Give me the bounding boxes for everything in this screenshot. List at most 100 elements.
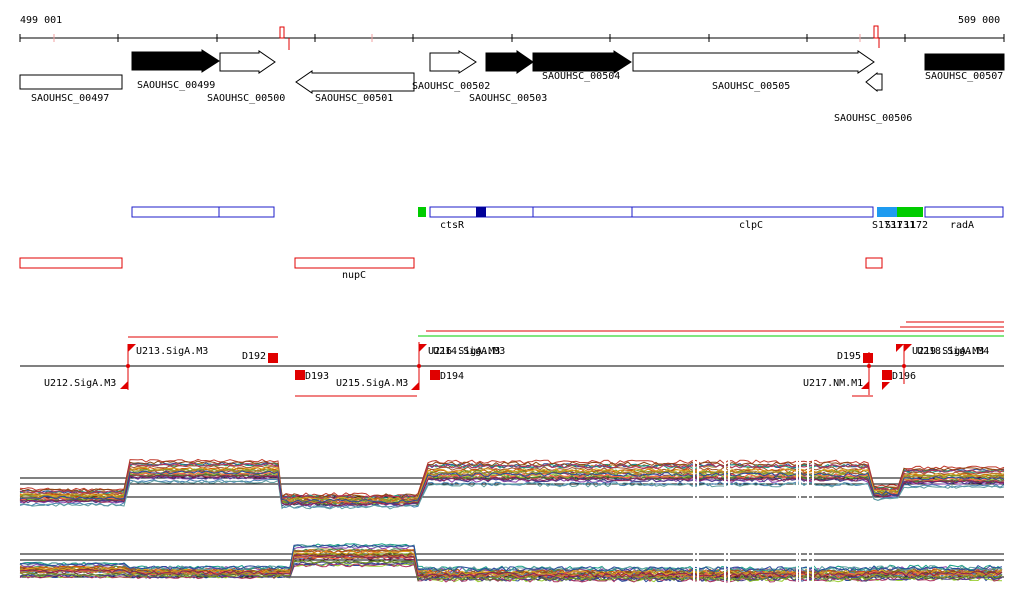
expression-trace	[19, 554, 1003, 578]
gene-shape[interactable]	[19, 74, 123, 90]
tss-arrow[interactable]	[882, 382, 890, 390]
tss-label: U213.SigA.M3	[136, 346, 208, 357]
expression-trace	[19, 458, 1005, 498]
tss-arrow[interactable]	[120, 381, 128, 389]
expression-trace	[19, 474, 1005, 507]
annotation-mark-light-blue[interactable]	[877, 207, 897, 217]
tss-arrow[interactable]	[128, 344, 136, 352]
coordinate-ruler: 499 001 509 000	[19, 15, 1005, 50]
gene-label: SAOUHSC_00507	[925, 71, 1003, 82]
gap-marker	[728, 494, 730, 584]
ruler-marker	[279, 26, 285, 39]
annotation-feature[interactable]	[131, 206, 220, 218]
tss-label: D196	[892, 371, 916, 382]
tss-label: D194	[440, 371, 464, 382]
annotation-label: clpC	[739, 220, 763, 231]
expression-trace	[19, 468, 1005, 503]
end-coordinate: 509 000	[958, 15, 1000, 26]
expression-trace	[19, 563, 1003, 583]
tss-label: U212.SigA.M3	[44, 378, 116, 389]
red-feature-track	[19, 257, 883, 269]
gene-shape[interactable]	[485, 50, 534, 74]
gene-shape[interactable]	[131, 49, 220, 73]
gene-shape[interactable]	[532, 50, 632, 74]
gap-marker	[693, 418, 695, 508]
tss-label: U216.SigA.M3	[428, 346, 500, 357]
expression-trace	[19, 555, 1003, 579]
gene-labels: SAOUHSC_00497 SAOUHSC_00499 SAOUHSC_0050…	[31, 71, 1003, 124]
tss-label: U219.SigA.M3	[912, 346, 984, 357]
annotation-label: ctsR	[440, 220, 465, 231]
expression-trace	[19, 460, 1005, 498]
terminator-box[interactable]	[882, 370, 892, 380]
gene-label: SAOUHSC_00501	[315, 93, 393, 104]
annotation-mark-green[interactable]	[418, 207, 426, 217]
ruler-marker	[873, 25, 879, 39]
gap-marker	[796, 418, 798, 508]
red-feature[interactable]	[865, 257, 883, 269]
tss-label: D193	[305, 371, 329, 382]
gap-marker	[796, 494, 798, 584]
start-coordinate: 499 001	[20, 15, 62, 26]
gene-shape[interactable]	[429, 50, 477, 74]
tss-label: U217.NM.M1	[803, 378, 863, 389]
expression-trace	[19, 543, 1003, 573]
expression-trace	[19, 479, 1005, 509]
gap-marker	[697, 494, 699, 584]
gene-label: SAOUHSC_00505	[712, 81, 790, 92]
gap-marker	[724, 494, 726, 584]
gene-shape[interactable]	[865, 71, 883, 93]
expression-trace	[19, 471, 1005, 505]
annotation-label: 1172	[904, 220, 928, 231]
gene-shape[interactable]	[632, 50, 875, 74]
tss-arrow[interactable]	[861, 381, 869, 389]
gene-label: SAOUHSC_00500	[207, 93, 285, 104]
gene-label: SAOUHSC_00506	[834, 113, 912, 124]
gene-label: SAOUHSC_00504	[542, 71, 620, 82]
gap-marker	[697, 418, 699, 508]
tss-track: U213.SigA.M3 D192 U212.SigA.M3 D193 U215…	[20, 321, 1004, 397]
annotation-mark-green[interactable]	[897, 207, 923, 217]
annotation-feature[interactable]	[532, 206, 633, 218]
red-feature[interactable]	[294, 257, 415, 269]
tss-arrow[interactable]	[411, 382, 419, 390]
gap-marker	[693, 494, 695, 584]
gene-label: SAOUHSC_00502	[412, 81, 490, 92]
tss-label: U215.SigA.M3	[336, 378, 408, 389]
annotation-mark-dark-blue[interactable]	[476, 207, 486, 217]
gap-marker	[807, 494, 809, 584]
tss-arrow[interactable]	[896, 344, 904, 352]
tss-label: U214.SigA.M3	[433, 346, 505, 357]
red-feature[interactable]	[19, 257, 123, 269]
tss-label: D192	[242, 351, 266, 362]
red-feature-label: nupC	[342, 270, 366, 281]
terminator-box[interactable]	[863, 353, 873, 363]
annotation-feature[interactable]	[218, 206, 275, 218]
expression-profile-panel	[19, 494, 1004, 584]
expression-profile-panel	[19, 418, 1005, 510]
expression-trace	[19, 470, 1005, 504]
expression-trace	[19, 550, 1003, 576]
gap-marker	[812, 418, 814, 508]
expression-trace	[19, 475, 1005, 507]
gap-marker	[728, 418, 730, 508]
terminator-box[interactable]	[430, 370, 440, 380]
gene-shape[interactable]	[295, 70, 415, 94]
expression-trace	[19, 462, 1005, 500]
terminator-box[interactable]	[268, 353, 278, 363]
terminator-box[interactable]	[295, 370, 305, 380]
gene-track	[19, 49, 1005, 94]
tss-label: U218.SigA.M4	[917, 346, 989, 357]
annotation-feature[interactable]	[924, 206, 1004, 218]
gap-marker	[724, 418, 726, 508]
annotation-feature[interactable]	[631, 206, 874, 218]
expression-trace	[19, 479, 1005, 510]
annotation-label: S1731	[872, 220, 902, 231]
gene-label: SAOUHSC_00497	[31, 93, 109, 104]
tss-arrow[interactable]	[419, 344, 427, 352]
tss-arrow[interactable]	[904, 344, 912, 352]
tss-label: D195	[837, 351, 861, 362]
gene-shape[interactable]	[219, 50, 276, 74]
gene-shape[interactable]	[924, 53, 1005, 71]
